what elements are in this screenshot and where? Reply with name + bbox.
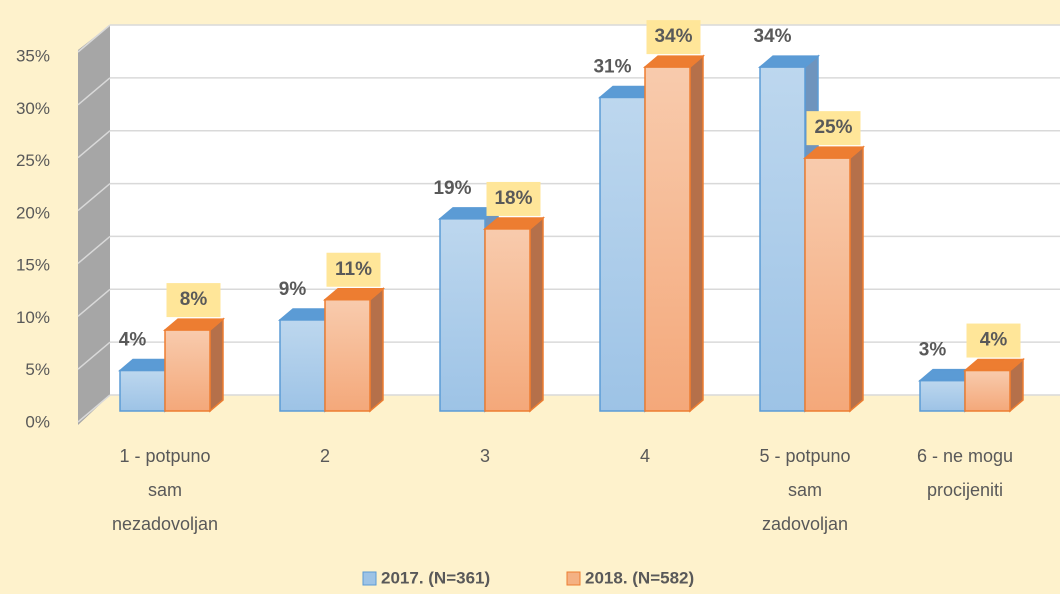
legend-label: 2017. (N=361) bbox=[381, 568, 490, 587]
side-grid-line bbox=[77, 394, 111, 423]
value-label: 31% bbox=[593, 56, 631, 77]
bar bbox=[962, 357, 1026, 413]
bar-front bbox=[164, 329, 211, 412]
bar bbox=[322, 287, 386, 413]
bar-side bbox=[849, 145, 864, 413]
side-grid-line bbox=[77, 341, 111, 370]
bar-front bbox=[324, 298, 371, 412]
side-grid-line bbox=[77, 24, 111, 53]
value-label-box bbox=[806, 111, 861, 146]
y-tick-label: 25% bbox=[16, 151, 50, 170]
x-tick-label: 4 bbox=[640, 446, 650, 466]
bar-front bbox=[279, 319, 326, 412]
y-tick-label: 10% bbox=[16, 308, 50, 327]
bar-front bbox=[759, 66, 806, 412]
y-tick-label: 0% bbox=[25, 412, 50, 431]
side-grid-line bbox=[77, 77, 111, 106]
value-label: 18% bbox=[494, 188, 532, 209]
bar bbox=[802, 145, 866, 413]
bar-side bbox=[209, 317, 224, 413]
y-tick-label: 30% bbox=[16, 99, 50, 118]
bar-side bbox=[369, 287, 384, 413]
bar-front bbox=[484, 228, 531, 412]
bar bbox=[482, 216, 546, 413]
legend-swatch bbox=[362, 571, 377, 586]
legend-swatch bbox=[566, 571, 581, 586]
bar-front bbox=[644, 66, 691, 412]
bar-front bbox=[439, 218, 486, 412]
value-label: 9% bbox=[279, 279, 307, 300]
value-label: 3% bbox=[919, 340, 947, 361]
value-label-box bbox=[486, 181, 541, 216]
bar-front bbox=[804, 157, 851, 412]
value-label-box bbox=[166, 283, 221, 318]
bar-side bbox=[689, 54, 704, 413]
legend-label: 2018. (N=582) bbox=[585, 568, 694, 587]
value-label-box bbox=[966, 323, 1021, 358]
bar bbox=[162, 317, 226, 413]
value-label: 34% bbox=[654, 26, 692, 47]
back-wall bbox=[110, 25, 1060, 395]
side-grid-line bbox=[77, 182, 111, 212]
bar-front bbox=[119, 369, 166, 412]
value-label-box bbox=[646, 20, 701, 55]
bar bbox=[642, 54, 706, 413]
value-label: 4% bbox=[119, 330, 147, 351]
side-grid-line bbox=[77, 288, 111, 317]
value-label: 8% bbox=[180, 289, 208, 310]
y-tick-label: 5% bbox=[25, 360, 50, 379]
side-grid-line bbox=[77, 130, 111, 159]
value-label: 4% bbox=[980, 330, 1008, 351]
value-label-box bbox=[326, 252, 381, 287]
x-tick-label: 5 - potpuno sam zadovoljan bbox=[759, 446, 850, 534]
bar-front bbox=[964, 369, 1011, 412]
value-label: 11% bbox=[335, 259, 372, 280]
bar-side bbox=[529, 216, 544, 413]
value-label: 19% bbox=[433, 178, 471, 199]
bar-front bbox=[919, 379, 966, 412]
x-tick-label: 3 bbox=[480, 446, 490, 466]
y-tick-label: 35% bbox=[16, 46, 50, 65]
x-tick-label: 2 bbox=[320, 446, 330, 466]
y-tick-label: 15% bbox=[16, 256, 50, 275]
x-tick-label: 6 - ne mogu procijeniti bbox=[917, 446, 1013, 500]
y-tick-label: 20% bbox=[16, 203, 50, 222]
side-wall bbox=[78, 25, 110, 425]
side-grid-line bbox=[77, 235, 111, 265]
x-tick-label: 1 - potpuno sam nezadovoljan bbox=[112, 446, 218, 534]
value-label: 34% bbox=[753, 26, 791, 47]
value-label: 25% bbox=[814, 117, 852, 138]
bar-front bbox=[599, 96, 646, 412]
